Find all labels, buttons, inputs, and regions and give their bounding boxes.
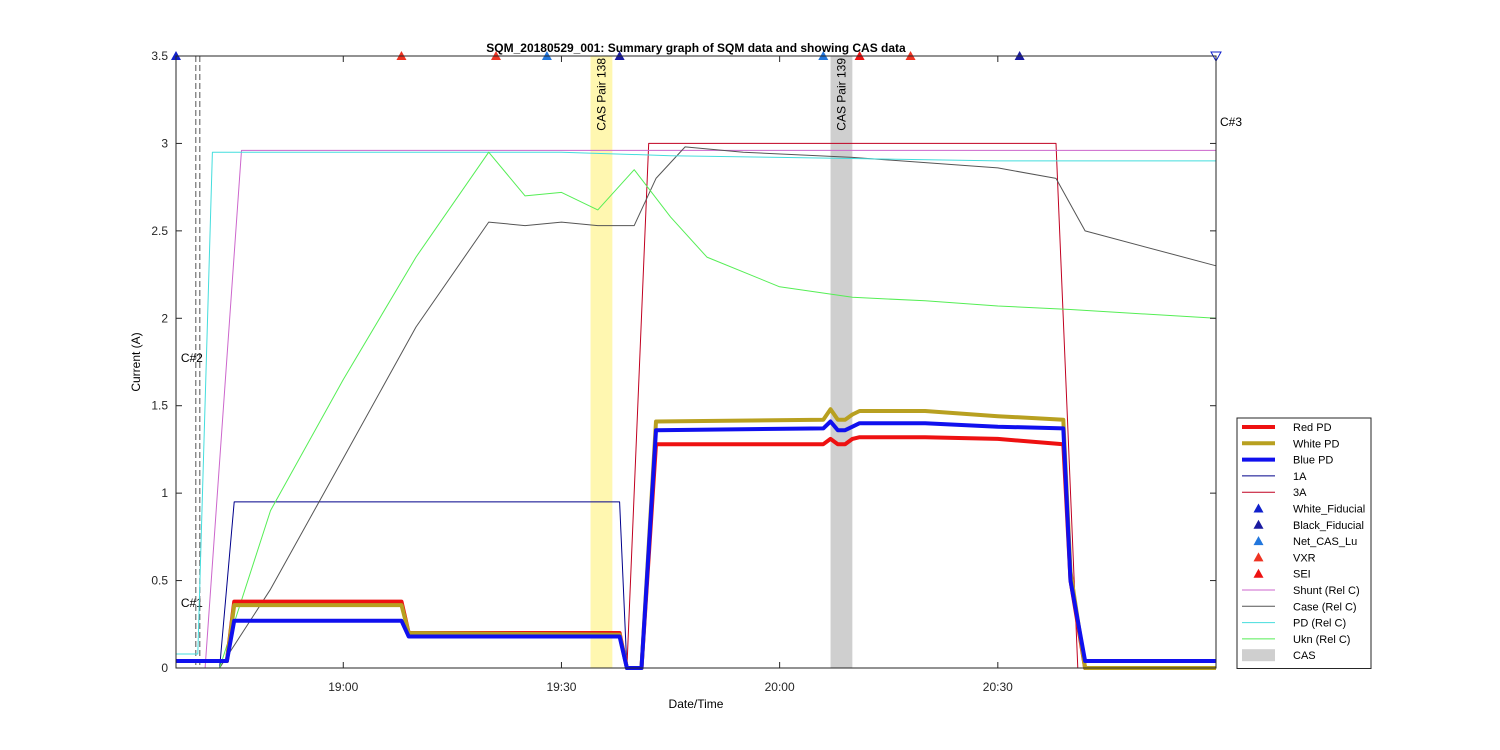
legend-item-net-cas-lu-label: Net_CAS_Lu [1293,536,1357,548]
legend-item-black-fiducial-label: Black_Fiducial [1293,520,1364,532]
legend-item-white-fiducial-label: White_Fiducial [1293,504,1365,516]
legend-item-ukn-rel-c-label: Ukn (Rel C) [1293,634,1350,646]
cas-band-label: CAS Pair 139 [834,58,848,131]
cas-band [830,56,853,668]
legend-item-case-rel-c-label: Case (Rel C) [1293,601,1357,613]
legend-item-cas-swatch [1242,649,1275,662]
x-tick-label: 19:30 [546,680,576,694]
y-tick-label: 2.5 [151,224,168,238]
legend-item-shunt-rel-c-label: Shunt (Rel C) [1293,585,1360,597]
plot-frame [175,55,1217,669]
series-line-white-pd [176,407,1216,670]
y-tick-label: 0 [161,661,168,675]
legend-item-sei-label: SEI [1293,569,1311,581]
legend-item-vxr-swatch [1253,552,1264,562]
c-marker-label: C#3 [1220,115,1242,129]
c-marker-label: C#2 [181,351,203,365]
cas-band [590,56,613,668]
legend-item-white-pd-label: White PD [1293,438,1340,450]
series-line-ukn-rel-c [176,151,1217,669]
series-line-case-rel-c [176,146,1217,669]
legend-item-red-pd-label: Red PD [1293,422,1332,434]
x-axis-label: Date/Time [669,697,724,711]
x-tick-label: 20:00 [765,680,795,694]
x-tick-label: 19:00 [328,680,358,694]
legend-item-cas-label: CAS [1293,650,1316,662]
y-tick-label: 1.5 [151,399,168,413]
legend-item-blue-pd-label: Blue PD [1293,455,1333,467]
chart-title: SQM_20180529_001: Summary graph of SQM d… [486,41,906,55]
c-marker-label: C#1 [181,596,203,610]
y-axis-label: Current (A) [129,332,143,391]
plot-area: CAS Pair 138 CAS Pair 139 C#1 C#2 C#3 0 0.5 1 1.… [151,49,1242,694]
y-tick-label: 1 [161,486,168,500]
y-tick-label: 2 [161,311,168,325]
y-tick-label: 3 [161,136,168,150]
series-line-pd-rel-c [176,151,1216,655]
legend-item-white-fiducial-swatch [1253,503,1264,513]
legend-item-black-fiducial-swatch [1253,519,1264,529]
legend-item-pd-rel-c-label: PD (Rel C) [1293,618,1346,630]
legend-item-net-cas-lu-swatch [1253,536,1264,546]
y-tick-label: 0.5 [151,574,168,588]
legend-item-sei-swatch [1253,568,1264,578]
legend-item-3a-label: 3A [1293,487,1307,499]
y-tick-label: 3.5 [151,49,168,63]
chart-legend: Red PD White PD Blue PD 1A 3A White_Fiducial B… [1236,417,1372,669]
legend-item-1a-label: 1A [1293,471,1307,483]
legend-item-vxr-label: VXR [1293,552,1316,564]
series-line-blue-pd [176,419,1216,670]
x-tick-label: 20:30 [983,680,1013,694]
cas-band-label: CAS Pair 138 [594,58,608,131]
